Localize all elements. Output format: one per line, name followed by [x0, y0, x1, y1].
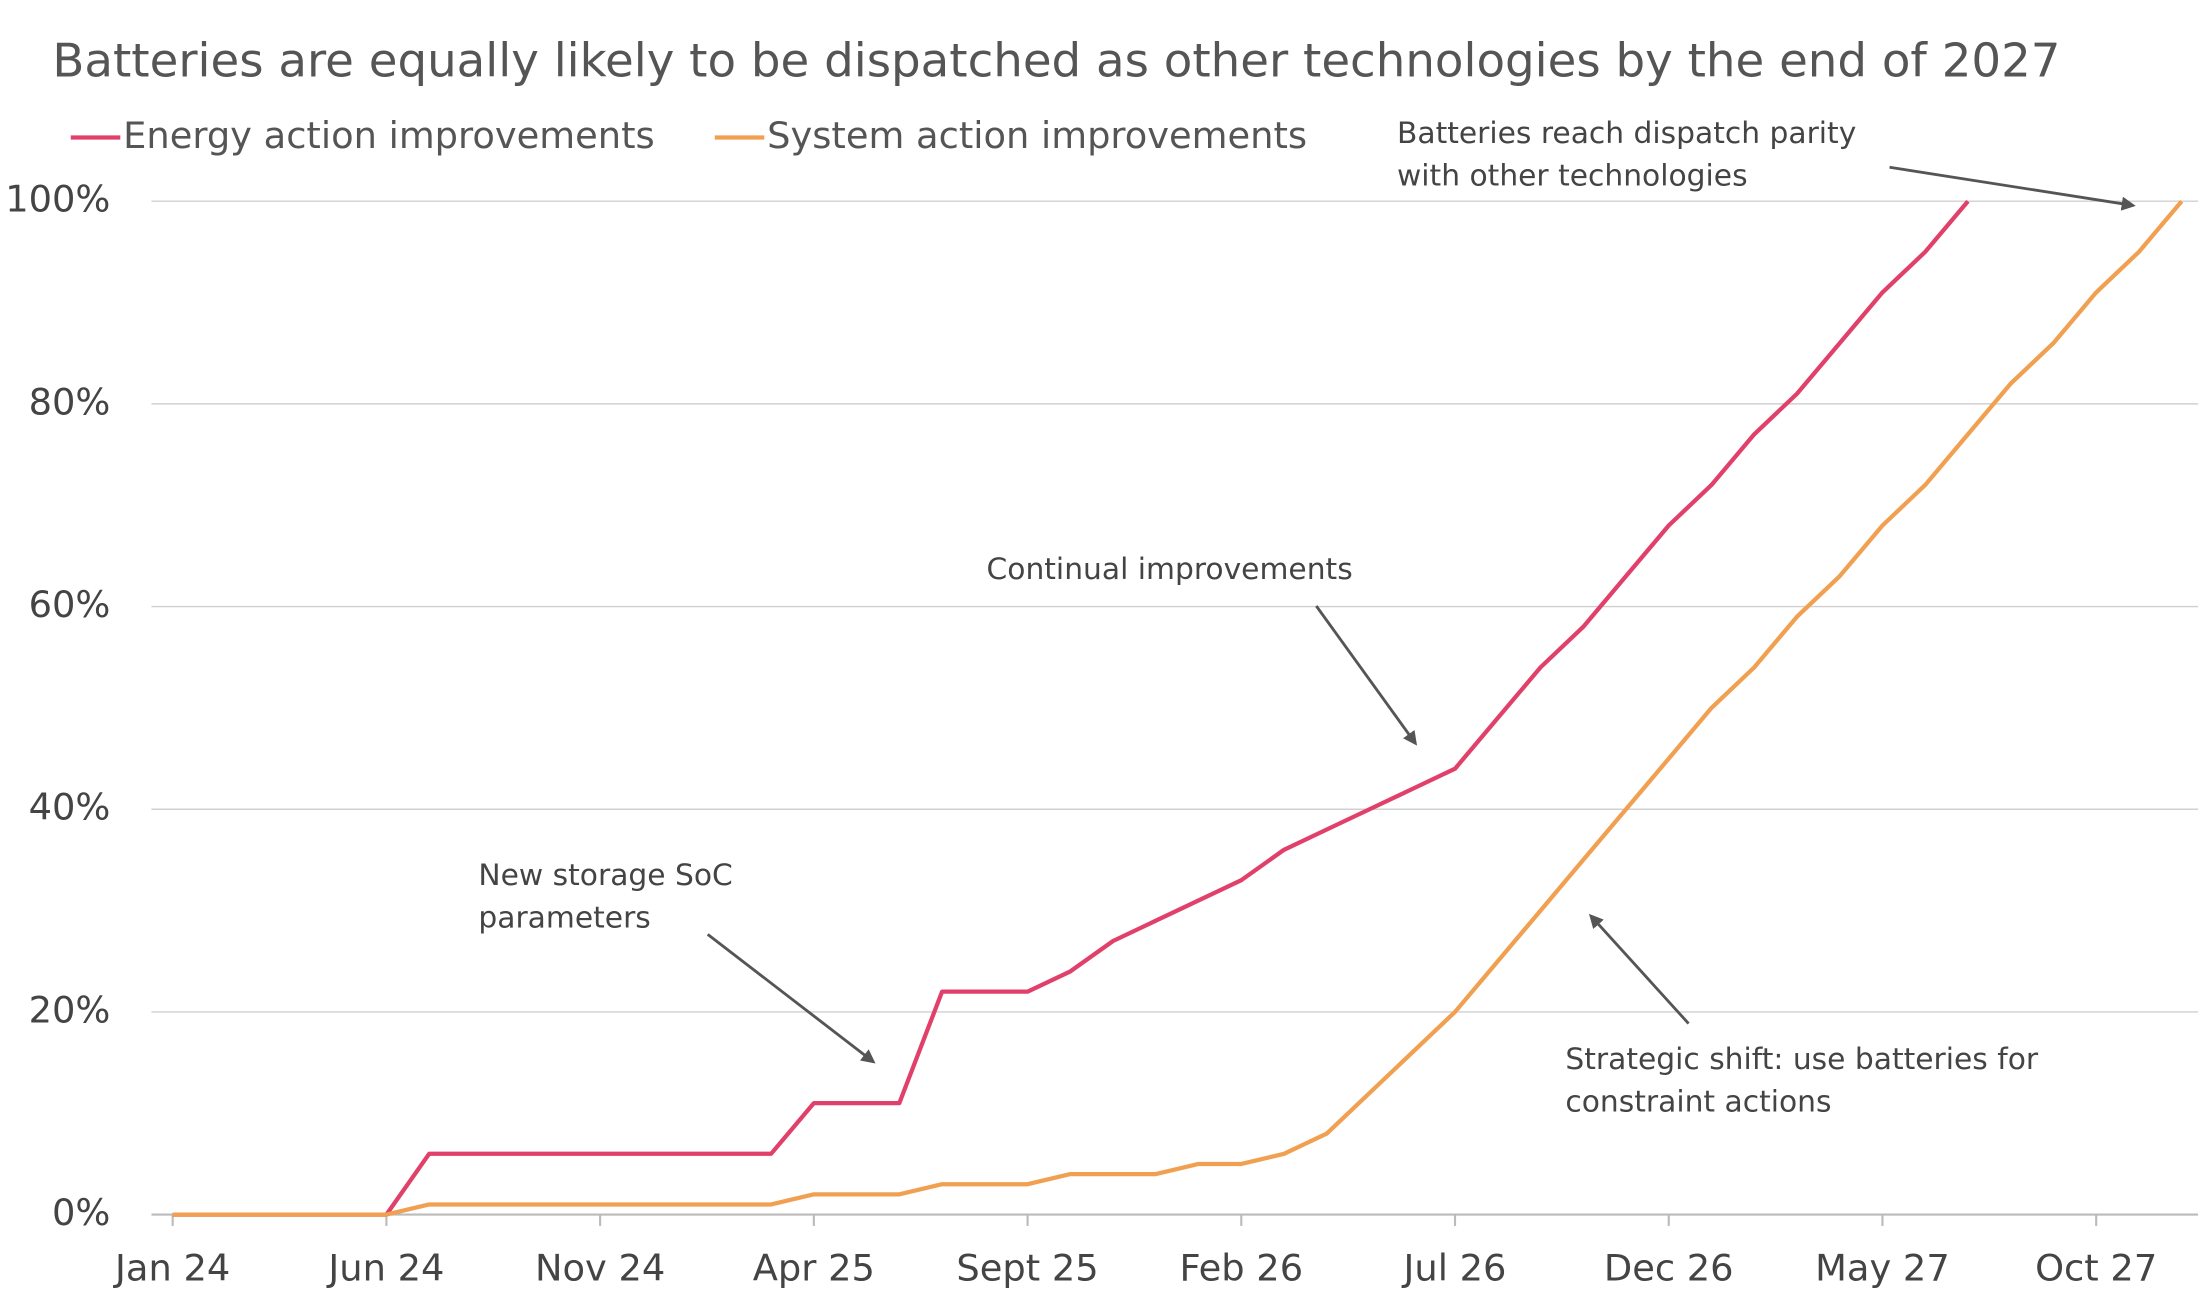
annotation: Continual improvements: [987, 552, 1353, 587]
x-tick-label: Jun 24: [326, 1246, 444, 1289]
annotation: Batteries reach dispatch parity: [1397, 116, 1856, 151]
data-line: [172, 199, 1970, 1217]
x-tick-label: Sept 25: [956, 1246, 1098, 1289]
annotation: with other technologies: [1397, 159, 1748, 194]
annotation-arrow: [1889, 165, 2136, 211]
x-tick-label: May 27: [1815, 1246, 1950, 1289]
y-tick-label: 60%: [29, 583, 111, 626]
x-tick-label: Feb 26: [1179, 1246, 1303, 1289]
y-tick-label: 80%: [29, 380, 111, 423]
x-tick-label: Dec 26: [1604, 1246, 1734, 1289]
x-tick-label: Jan 24: [113, 1246, 230, 1289]
x-tick-label: Jul 26: [1402, 1246, 1507, 1289]
annotation: New storage SoC: [478, 858, 732, 893]
chart-title: Batteries are equally likely to be dispa…: [52, 34, 2060, 88]
annotation: parameters: [478, 900, 650, 935]
annotation-arrow: [706, 933, 876, 1064]
y-tick-label: 0%: [52, 1191, 110, 1234]
data-line: [172, 199, 2184, 1217]
legend-label: System action improvements: [767, 114, 1307, 157]
y-tick-label: 20%: [29, 988, 111, 1031]
annotation-arrow: [1315, 605, 1418, 746]
x-tick-label: Apr 25: [753, 1246, 875, 1289]
x-tick-label: Oct 27: [2035, 1246, 2157, 1289]
annotation: constraint actions: [1565, 1084, 1831, 1119]
legend-label: Energy action improvements: [123, 114, 655, 157]
annotation: Strategic shift: use batteries for: [1565, 1042, 2038, 1077]
x-tick-label: Nov 24: [535, 1246, 665, 1289]
y-tick-label: 40%: [29, 786, 111, 829]
y-tick-label: 100%: [5, 178, 110, 221]
annotation-arrow: [1588, 913, 1690, 1025]
